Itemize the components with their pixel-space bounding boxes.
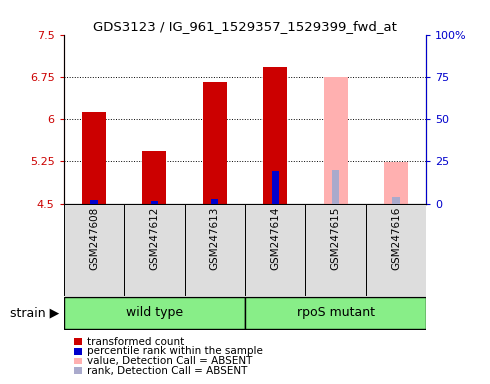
Text: value, Detection Call = ABSENT: value, Detection Call = ABSENT bbox=[87, 356, 253, 366]
Bar bbox=[366, 204, 426, 296]
Bar bbox=[82, 112, 106, 204]
Text: GSM247613: GSM247613 bbox=[210, 206, 220, 270]
Bar bbox=[323, 77, 348, 204]
Text: rank, Detection Call = ABSENT: rank, Detection Call = ABSENT bbox=[87, 366, 247, 376]
Bar bbox=[392, 197, 400, 204]
Bar bbox=[142, 151, 167, 204]
Text: percentile rank within the sample: percentile rank within the sample bbox=[87, 346, 263, 356]
Bar bbox=[64, 204, 124, 296]
Bar bbox=[263, 67, 287, 204]
Text: strain ▶: strain ▶ bbox=[10, 306, 59, 319]
Text: rpoS mutant: rpoS mutant bbox=[296, 306, 375, 319]
Bar bbox=[151, 201, 158, 204]
Bar bbox=[384, 162, 408, 204]
Text: GSM247614: GSM247614 bbox=[270, 206, 280, 270]
Title: GDS3123 / IG_961_1529357_1529399_fwd_at: GDS3123 / IG_961_1529357_1529399_fwd_at bbox=[93, 20, 397, 33]
Text: GSM247616: GSM247616 bbox=[391, 206, 401, 270]
Bar bbox=[185, 204, 245, 296]
Bar bbox=[305, 204, 366, 296]
Bar bbox=[90, 200, 98, 204]
Bar bbox=[245, 297, 426, 328]
Bar bbox=[245, 204, 305, 296]
Text: wild type: wild type bbox=[126, 306, 183, 319]
Text: GSM247612: GSM247612 bbox=[149, 206, 159, 270]
Bar bbox=[271, 171, 279, 204]
Text: GSM247615: GSM247615 bbox=[331, 206, 341, 270]
Bar bbox=[64, 297, 245, 328]
Bar bbox=[203, 83, 227, 204]
Bar bbox=[332, 170, 339, 204]
Bar bbox=[211, 199, 219, 204]
Bar bbox=[124, 204, 185, 296]
Text: transformed count: transformed count bbox=[87, 337, 184, 347]
Text: GSM247608: GSM247608 bbox=[89, 206, 99, 270]
